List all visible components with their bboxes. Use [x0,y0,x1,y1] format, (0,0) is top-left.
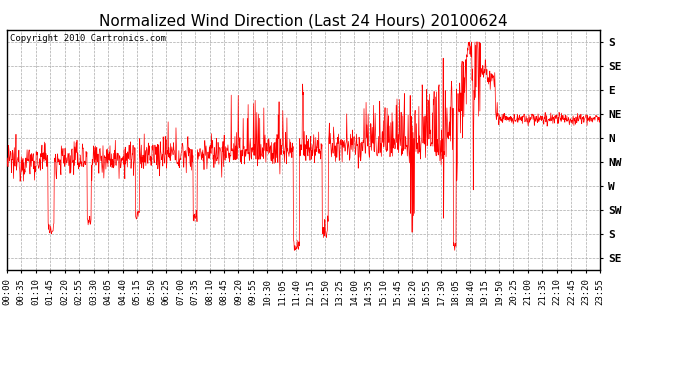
Title: Normalized Wind Direction (Last 24 Hours) 20100624: Normalized Wind Direction (Last 24 Hours… [99,14,508,29]
Text: Copyright 2010 Cartronics.com: Copyright 2010 Cartronics.com [10,34,166,43]
